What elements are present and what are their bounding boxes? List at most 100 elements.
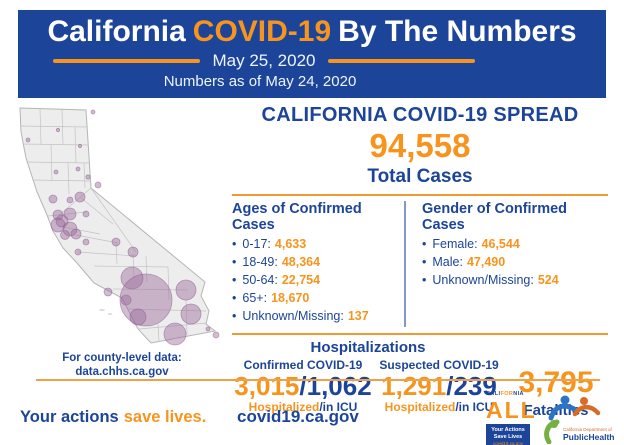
age-label: 65+: xyxy=(242,290,268,305)
age-label: 50-64: xyxy=(242,272,278,287)
gender-value: 524 xyxy=(537,272,559,287)
map-caption: For county-level data: data.chhs.ca.gov xyxy=(18,352,226,380)
confirmed-sublabel: Hospitalized/in ICU xyxy=(232,400,374,414)
confirmed-covid-block: Confirmed COVID-19 3,015/1,062 Hospitali… xyxy=(232,358,374,419)
icu-sublabel: /in ICU xyxy=(319,399,358,414)
county-bubble xyxy=(70,228,82,240)
slash: / xyxy=(446,370,454,401)
hospitalized-sublabel: Hospitalized xyxy=(248,399,320,414)
tagline: Your actions save lives. xyxy=(20,408,206,427)
gender-label: Unknown/Missing: xyxy=(432,272,534,287)
cdph-logo-svg: California Department of PublicHealth xyxy=(544,395,614,445)
tagline-pre: Your actions xyxy=(20,408,119,426)
spread-heading: CALIFORNIA COVID-19 SPREAD xyxy=(261,104,579,126)
county-bubble xyxy=(180,303,202,325)
age-value: 18,670 xyxy=(271,290,310,305)
footer-divider xyxy=(36,379,600,381)
slash: / xyxy=(299,370,307,401)
gender-heading: Gender of Confirmed Cases xyxy=(422,200,568,233)
age-value: 137 xyxy=(347,308,369,323)
box-line2: Save Lives xyxy=(493,433,523,440)
hospitalizations-heading: Hospitalizations xyxy=(310,338,426,356)
county-bubble xyxy=(82,210,90,218)
county-bubble xyxy=(48,194,58,204)
list-item: Female:46,544 xyxy=(422,237,608,251)
list-item: 0-17:4,633 xyxy=(232,237,404,251)
gender-value: 47,490 xyxy=(466,254,506,269)
cdph-dept-text: California Department of xyxy=(563,427,613,432)
box-line1: Your Actions xyxy=(491,426,525,433)
map-caption-link: data.chhs.ca.gov xyxy=(75,365,169,378)
case-bubbles xyxy=(25,109,220,346)
hospitalized-sublabel: Hospitalized xyxy=(384,399,456,414)
gender-value: 46,544 xyxy=(481,236,520,251)
california-all-wordmark: CALIFORNIA xyxy=(486,391,534,398)
section-divider xyxy=(232,193,608,196)
suspected-sublabel: Hospitalized/in ICU xyxy=(374,400,504,414)
ages-heading: Ages of Confirmed Cases xyxy=(232,200,362,233)
county-bubble xyxy=(129,308,147,326)
county-bubble xyxy=(63,207,77,221)
gender-section: Gender of Confirmed Cases Female:46,544 … xyxy=(404,200,608,327)
title-post: By The Numbers xyxy=(338,15,577,48)
county-bubble xyxy=(85,174,91,180)
county-bubble xyxy=(212,331,220,339)
cdph-figures-icon xyxy=(544,395,601,445)
cdph-logo: California Department of PublicHealth xyxy=(541,392,623,445)
county-bubble xyxy=(75,166,81,172)
county-bubble xyxy=(55,127,61,133)
date-row: May 25, 2020 xyxy=(0,51,558,71)
icu-sublabel: /in ICU xyxy=(455,399,494,414)
list-item: 65+:18,670 xyxy=(232,291,404,305)
list-item: Male:47,490 xyxy=(422,255,608,269)
report-date: May 25, 2020 xyxy=(212,51,316,70)
wordmark-post: NIA xyxy=(513,391,524,397)
list-item: 50-64:22,754 xyxy=(232,273,404,287)
county-bubble xyxy=(60,230,70,240)
age-label: 0-17: xyxy=(242,236,271,251)
age-label: 18-49: xyxy=(242,254,278,269)
title-pre: California xyxy=(47,15,186,48)
channel-island xyxy=(99,308,105,312)
county-borders xyxy=(20,108,208,343)
gender-label: Male: xyxy=(432,254,463,269)
county-bubble xyxy=(175,279,197,301)
suspected-hospitalized-value: 1,291 xyxy=(381,370,447,401)
ages-list: 0-17:4,633 18-49:48,364 50-64:22,754 65+… xyxy=(232,237,404,323)
confirmed-label: Confirmed COVID-19 xyxy=(243,357,363,372)
county-bubble xyxy=(25,137,31,143)
total-cases-label: Total Cases xyxy=(367,165,473,187)
demographics-columns: Ages of Confirmed Cases 0-17:4,633 18-49… xyxy=(232,200,608,327)
suspected-covid-block: Suspected COVID-19 1,291/239 Hospitalize… xyxy=(374,358,504,419)
county-bubble xyxy=(82,238,90,246)
suspected-label: Suspected COVID-19 xyxy=(379,357,499,372)
county-bubble xyxy=(205,326,211,332)
confirmed-values: 3,015/1,062 xyxy=(232,373,374,399)
gender-label: Female: xyxy=(432,236,478,251)
county-bubble xyxy=(119,273,173,327)
confirmed-icu-value: 1,062 xyxy=(306,370,372,401)
stats-panel: CALIFORNIA COVID-19 SPREAD 94,558 Total … xyxy=(232,104,608,419)
county-bubble xyxy=(163,322,187,346)
gender-list: Female:46,544 Male:47,490 Unknown/Missin… xyxy=(422,237,608,287)
county-bubble xyxy=(111,237,121,247)
county-bubble xyxy=(120,294,132,306)
county-bubble xyxy=(74,248,82,256)
california-all-logo: CALIFORNIA ALL Your Actions Save Lives c… xyxy=(486,391,535,445)
header-banner: California COVID-19 By The Numbers May 25,… xyxy=(18,10,606,98)
county-bubble xyxy=(77,143,83,149)
fatalities-value: 3,795 xyxy=(518,365,594,399)
cdph-name-text: PublicHealth xyxy=(563,432,614,442)
age-value: 22,754 xyxy=(281,272,321,287)
tagline-highlight: save lives. xyxy=(123,408,207,426)
section-divider xyxy=(232,332,608,335)
california-map-svg xyxy=(19,107,220,346)
confirmed-hospitalized-value: 3,015 xyxy=(234,370,300,401)
county-bubble xyxy=(66,196,74,204)
county-bubble xyxy=(94,181,102,189)
county-bubble xyxy=(52,209,64,221)
wordmark-for: FOR xyxy=(500,391,514,397)
list-item: 18-49:48,364 xyxy=(232,255,404,269)
county-bubble xyxy=(53,169,59,175)
